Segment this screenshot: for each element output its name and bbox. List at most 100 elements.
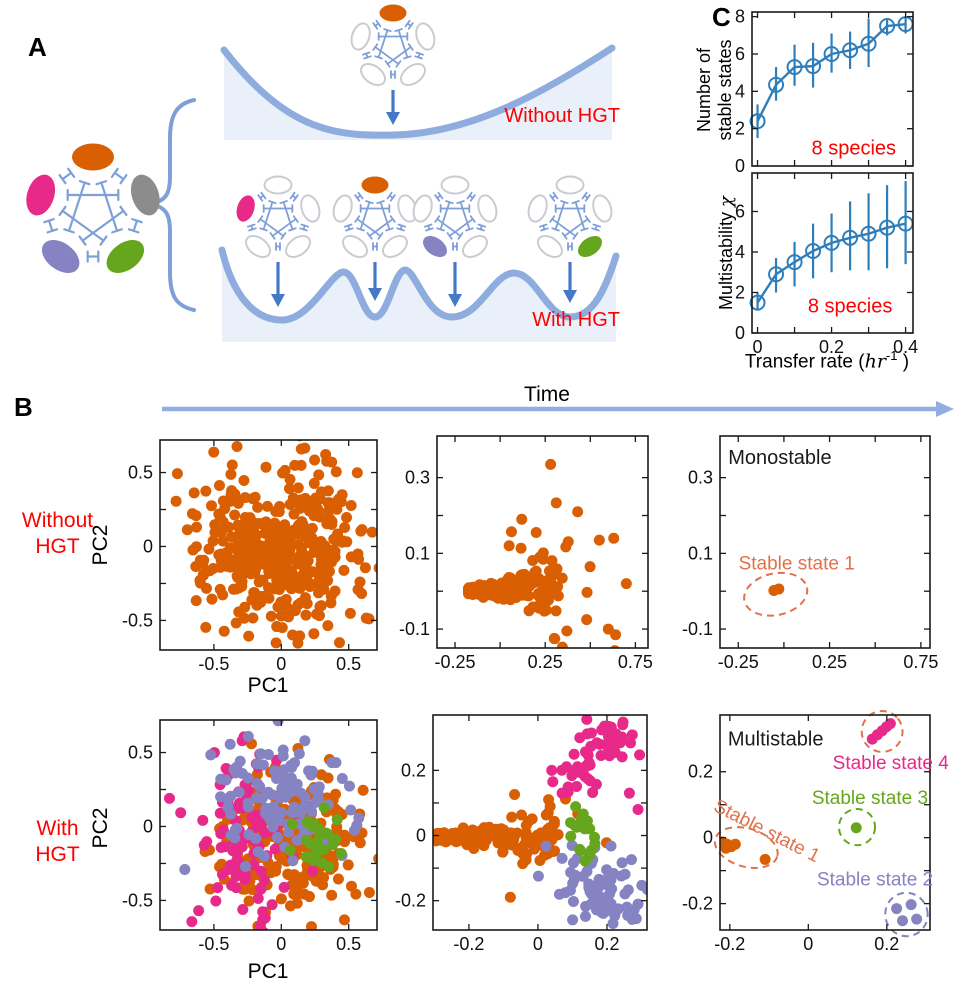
species-node-empty (415, 22, 436, 51)
species-node (130, 174, 160, 216)
species-node-empty (592, 194, 613, 223)
x-tick-label: 0 (276, 654, 286, 674)
x-tick-label: -0.25 (435, 652, 476, 672)
x-tick-label: 0 (276, 934, 286, 954)
axes-box (159, 719, 378, 931)
species-node-empty (381, 235, 408, 259)
x-tick-label: 0.4 (893, 337, 918, 357)
axes-box (159, 439, 378, 651)
y-tick-label: 2 (735, 282, 745, 302)
y-tick-label: 0.5 (128, 743, 153, 763)
x-axis-exponent: -1 (885, 348, 898, 363)
annotation: Multistable (728, 729, 824, 751)
species-node-empty (527, 194, 548, 223)
pca-final-with-hgt-multistable-svg: -0.2 0 0.2 -0.2 0 0.2 Multistable Stable state … (682, 710, 950, 954)
species-node (423, 236, 448, 258)
y-tick-label: 6 (735, 44, 745, 64)
axes-box (719, 435, 931, 649)
annotation: Stable state 4 (833, 753, 950, 774)
annotation: Monostable (728, 447, 831, 469)
y-tick-label: -0.2 (395, 891, 426, 911)
annotation: Stable state 1 (739, 553, 855, 574)
panel-a-label: A (28, 32, 47, 62)
species-node-empty (284, 235, 311, 259)
arrow-down-icon (368, 262, 382, 301)
y-tick-label: 0 (735, 156, 745, 176)
pca-final-without-hgt-monostable-svg: -0.25 0.25 0.75 -0.1 0.1 0.3 Monostable Stable … (682, 435, 938, 672)
without-hgt-label: Without HGT (504, 105, 620, 127)
y-tick-label: -0.1 (682, 619, 713, 639)
pca-mid-without-hgt-svg: -0.25 0.25 0.75 -0.1 0.1 0.3 (399, 435, 653, 672)
y-tick-label: 0.5 (128, 463, 153, 483)
species-node-empty (332, 194, 353, 223)
stable-states-vs-transfer-rate-svg: 0 2 4 6 8 8 species (735, 7, 914, 176)
x-tick-label: 0.25 (528, 652, 563, 672)
species-node (361, 176, 389, 194)
species-node-empty (300, 194, 321, 223)
y-tick-label: 0 (143, 536, 153, 556)
brace-icon (144, 98, 196, 312)
annotation: 8 species (808, 296, 893, 318)
x-tick-label: 0.25 (812, 652, 847, 672)
x-tick-label: -0.25 (718, 652, 759, 672)
row-label-line: With (36, 817, 79, 840)
y-tick-label: -0.5 (122, 610, 153, 630)
species-node (41, 240, 80, 273)
species-node-empty (399, 63, 426, 87)
x-tick-label: 0.2 (874, 934, 899, 954)
plot-pca-multistable: -0.2 0 0.2 -0.2 0 0.2 Multistable Stable state … (682, 700, 965, 960)
stable-state-ellipse (743, 571, 809, 617)
row-label-line: HGT (35, 535, 80, 558)
axes-box (751, 11, 914, 167)
y-tick-label: 0.2 (688, 762, 713, 782)
panel-c-label: C (712, 2, 731, 32)
species-node (236, 195, 255, 222)
arrow-down-icon (271, 262, 285, 307)
y-tick-label: -0.2 (682, 894, 713, 914)
pca-early-with-hgt-points (163, 720, 377, 930)
transfer-rate-x-axis-label: Transfer rate (hr-1 ) (692, 348, 962, 373)
species-node-empty (555, 175, 585, 195)
axes-box (751, 172, 914, 334)
pc1-axis-label: PC1 (247, 960, 289, 983)
x-tick-label: 0.2 (819, 337, 844, 357)
y-tick-label: 0 (703, 828, 713, 848)
species-node-empty (263, 175, 293, 195)
x-axis-unit: hr (864, 350, 886, 373)
y-tick-label: -0.5 (122, 890, 153, 910)
species-node-empty (537, 235, 564, 259)
plot-pca-early-with-hgt: -0.5 0 0.5 -0.5 0 0.5 (85, 700, 390, 965)
plot-pca-mid-with-hgt: -0.2 0 0.2 -0.2 0 0.2 (395, 700, 660, 960)
y-tick-label: 4 (735, 242, 745, 262)
x-tick-label: 0 (803, 934, 813, 954)
plot-multistability: 0 0.2 0.4 0 2 4 6 8 species (690, 170, 965, 370)
y-tick-label: 0.3 (405, 468, 430, 488)
y-tick-label: 0 (416, 826, 426, 846)
row-label-without-hgt: Without HGT (5, 508, 110, 560)
network-state-green (527, 175, 613, 259)
y-tick-label: -0.1 (399, 619, 430, 639)
axes-box (432, 714, 648, 931)
x-tick-label: 0 (753, 337, 763, 357)
stable-state-ellipse (837, 807, 877, 847)
row-label-line: Without (21, 509, 94, 532)
y-tick-label: 0.1 (688, 543, 713, 563)
y-tick-label: 0 (143, 816, 153, 836)
x-axis-label-text: ) (897, 351, 910, 373)
x-tick-label: -0.2 (453, 934, 484, 954)
species-node (106, 240, 145, 273)
annotation: 8 species (812, 137, 897, 159)
multistability-vs-transfer-rate-errorline (749, 181, 914, 311)
y-tick-label: 0.3 (688, 468, 713, 488)
species-node-empty (360, 63, 387, 87)
arrow-down-icon (386, 90, 400, 125)
species-node (26, 174, 56, 216)
y-tick-label: 0 (735, 323, 745, 343)
pca-early-with-hgt-svg: -0.5 0 0.5 -0.5 0 0.5 (122, 719, 378, 954)
stable-state-ellipse (713, 826, 779, 869)
species-node-empty (440, 175, 470, 195)
network-monostable-state (350, 4, 436, 87)
axes-box (719, 714, 931, 931)
x-tick-label: 0.75 (618, 652, 653, 672)
